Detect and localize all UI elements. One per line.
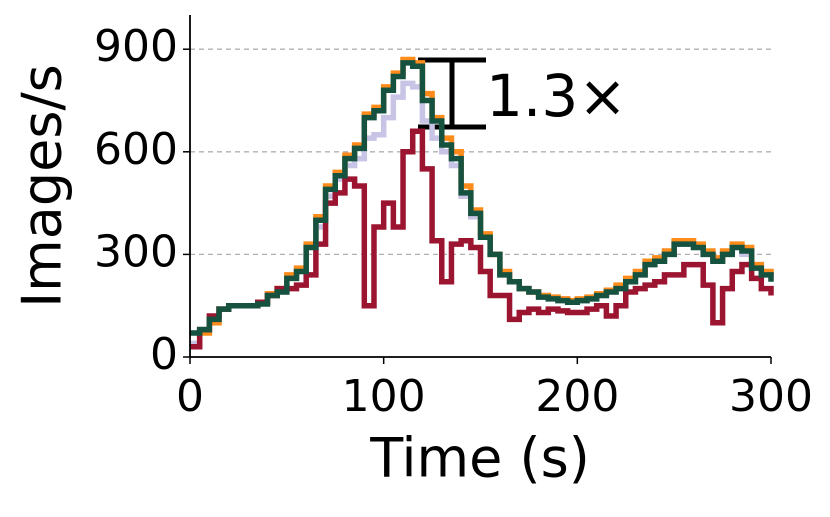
x-tick-label: 200 — [535, 371, 619, 422]
y-tick-label: 0 — [150, 329, 178, 380]
series-line — [190, 56, 774, 350]
series-line — [190, 60, 774, 336]
series-line — [190, 128, 774, 350]
y-axis-label: Images/s — [11, 64, 74, 308]
y-tick-label: 900 — [94, 21, 178, 72]
x-tick-label: 100 — [342, 371, 426, 422]
x-tick-label: 0 — [176, 371, 204, 422]
y-tick-label: 300 — [94, 226, 178, 277]
x-tick-label: 300 — [729, 371, 813, 422]
annotation: 1.3× — [486, 62, 627, 130]
x-axis-label: Time (s) — [369, 427, 590, 490]
y-tick-label: 600 — [94, 124, 178, 175]
